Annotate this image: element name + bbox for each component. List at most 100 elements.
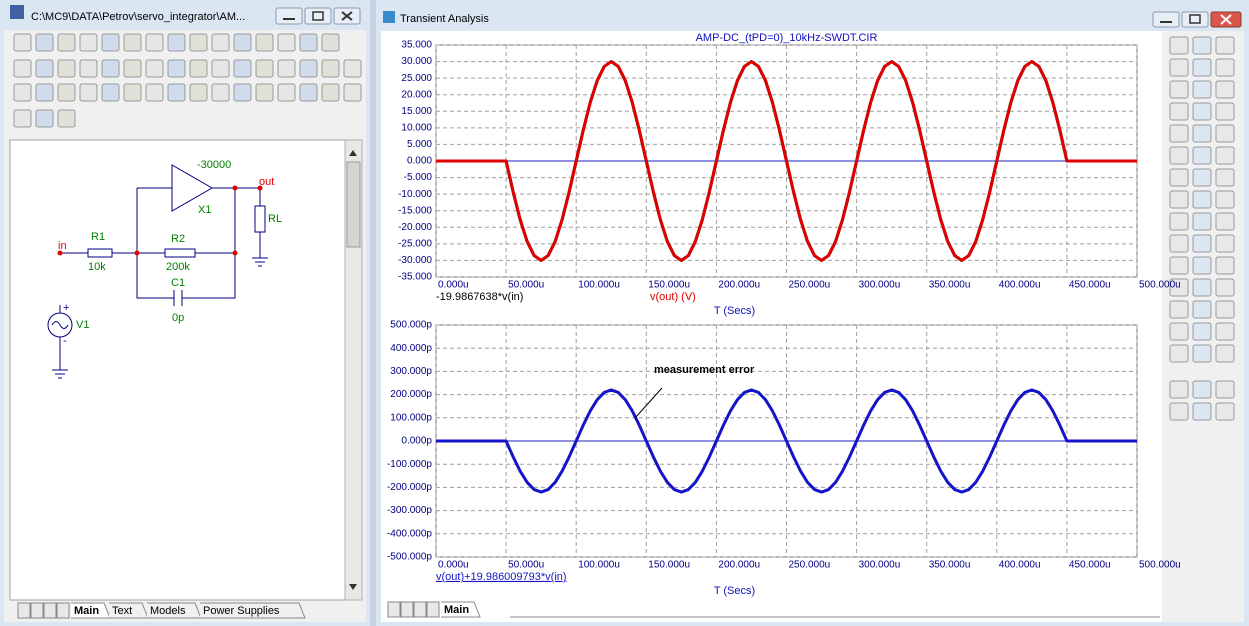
tool-button[interactable] xyxy=(1169,124,1189,143)
legend-entry[interactable]: -19.9867638*v(in) xyxy=(436,291,523,303)
tool-button[interactable] xyxy=(1215,36,1235,55)
tool-button[interactable] xyxy=(233,59,252,78)
tab-scroll[interactable] xyxy=(400,601,414,618)
tool-button[interactable] xyxy=(255,33,274,52)
tool-button[interactable] xyxy=(1192,80,1212,99)
tool-button[interactable] xyxy=(321,33,340,52)
tool-button[interactable] xyxy=(101,59,120,78)
tool-button[interactable] xyxy=(123,33,142,52)
tool-button[interactable] xyxy=(1215,212,1235,231)
tool-button[interactable] xyxy=(1169,36,1189,55)
tool-button[interactable] xyxy=(1169,278,1189,297)
scroll-thumb[interactable] xyxy=(346,161,361,248)
tool-button[interactable] xyxy=(1169,102,1189,121)
tab-scroll[interactable] xyxy=(387,601,401,618)
tool-button[interactable] xyxy=(13,109,32,128)
tool-button[interactable] xyxy=(233,33,252,52)
tool-button[interactable] xyxy=(321,59,340,78)
tool-button[interactable] xyxy=(1215,344,1235,363)
tool-button[interactable] xyxy=(123,83,142,102)
tool-button[interactable] xyxy=(1215,58,1235,77)
tool-button[interactable] xyxy=(13,33,32,52)
legend-entry[interactable]: v(out)+19.986009793*v(in) xyxy=(436,571,567,583)
tab-scroll[interactable] xyxy=(56,602,70,619)
tool-button[interactable] xyxy=(1192,234,1212,253)
tool-button[interactable] xyxy=(1192,124,1212,143)
tool-button[interactable] xyxy=(255,83,274,102)
tool-button[interactable] xyxy=(1192,322,1212,341)
tool-button[interactable] xyxy=(1169,256,1189,275)
tool-button[interactable] xyxy=(35,33,54,52)
analysis-window-buttons[interactable] xyxy=(1152,11,1242,28)
tool-button[interactable] xyxy=(145,83,164,102)
tool-button[interactable] xyxy=(57,83,76,102)
tool-button[interactable] xyxy=(211,59,230,78)
tool-button[interactable] xyxy=(35,83,54,102)
tool-button[interactable] xyxy=(277,83,296,102)
tool-button[interactable] xyxy=(299,83,318,102)
tab[interactable] xyxy=(71,602,111,619)
tab-scroll[interactable] xyxy=(17,602,31,619)
tool-button[interactable] xyxy=(1192,168,1212,187)
tool-button[interactable] xyxy=(1192,212,1212,231)
tool-button[interactable] xyxy=(1169,58,1189,77)
tab[interactable] xyxy=(441,601,481,618)
scrollbar[interactable] xyxy=(344,139,363,601)
tool-button[interactable] xyxy=(1215,300,1235,319)
tool-button[interactable] xyxy=(13,59,32,78)
tool-button[interactable] xyxy=(233,83,252,102)
tool-button[interactable] xyxy=(1192,190,1212,209)
tool-button[interactable] xyxy=(1215,80,1235,99)
tool-button[interactable] xyxy=(211,33,230,52)
tool-button[interactable] xyxy=(1169,402,1189,421)
tool-button[interactable] xyxy=(189,59,208,78)
tab-label[interactable]: Text xyxy=(112,605,132,617)
tab[interactable] xyxy=(109,602,149,619)
tab-scroll[interactable] xyxy=(43,602,57,619)
tool-button[interactable] xyxy=(1215,146,1235,165)
tool-button[interactable] xyxy=(1192,344,1212,363)
tool-button[interactable] xyxy=(255,59,274,78)
tool-button[interactable] xyxy=(189,33,208,52)
tool-button[interactable] xyxy=(1169,190,1189,209)
tab[interactable] xyxy=(200,602,306,619)
tool-button[interactable] xyxy=(1192,300,1212,319)
tool-button[interactable] xyxy=(299,33,318,52)
tool-button[interactable] xyxy=(101,33,120,52)
tab-scroll[interactable] xyxy=(30,602,44,619)
tool-button[interactable] xyxy=(321,83,340,102)
tool-button[interactable] xyxy=(167,59,186,78)
tool-button[interactable] xyxy=(1169,234,1189,253)
tool-button[interactable] xyxy=(1215,234,1235,253)
tool-button[interactable] xyxy=(79,59,98,78)
tool-button[interactable] xyxy=(145,33,164,52)
tool-button[interactable] xyxy=(1215,190,1235,209)
tool-button[interactable] xyxy=(101,83,120,102)
tab-label[interactable]: Main xyxy=(74,605,99,617)
tab-scroll[interactable] xyxy=(413,601,427,618)
tool-button[interactable] xyxy=(1215,102,1235,121)
tool-button[interactable] xyxy=(189,83,208,102)
tool-button[interactable] xyxy=(1215,322,1235,341)
tab-label[interactable]: Power Supplies xyxy=(203,605,280,617)
tool-button[interactable] xyxy=(1215,256,1235,275)
tool-button[interactable] xyxy=(1192,146,1212,165)
tool-button[interactable] xyxy=(1169,322,1189,341)
tool-button[interactable] xyxy=(145,59,164,78)
tool-button[interactable] xyxy=(1192,102,1212,121)
tab[interactable] xyxy=(147,602,202,619)
tool-button[interactable] xyxy=(277,33,296,52)
tool-button[interactable] xyxy=(1215,124,1235,143)
tool-button[interactable] xyxy=(1215,168,1235,187)
tool-button[interactable] xyxy=(1192,402,1212,421)
tool-button[interactable] xyxy=(35,109,54,128)
tool-button[interactable] xyxy=(79,33,98,52)
tool-button[interactable] xyxy=(1215,278,1235,297)
tool-button[interactable] xyxy=(1192,256,1212,275)
tool-button[interactable] xyxy=(57,109,76,128)
tab-scroll[interactable] xyxy=(426,601,440,618)
tool-button[interactable] xyxy=(277,59,296,78)
tool-button[interactable] xyxy=(57,59,76,78)
tab-label[interactable]: Main xyxy=(444,604,469,616)
tool-button[interactable] xyxy=(1192,36,1212,55)
